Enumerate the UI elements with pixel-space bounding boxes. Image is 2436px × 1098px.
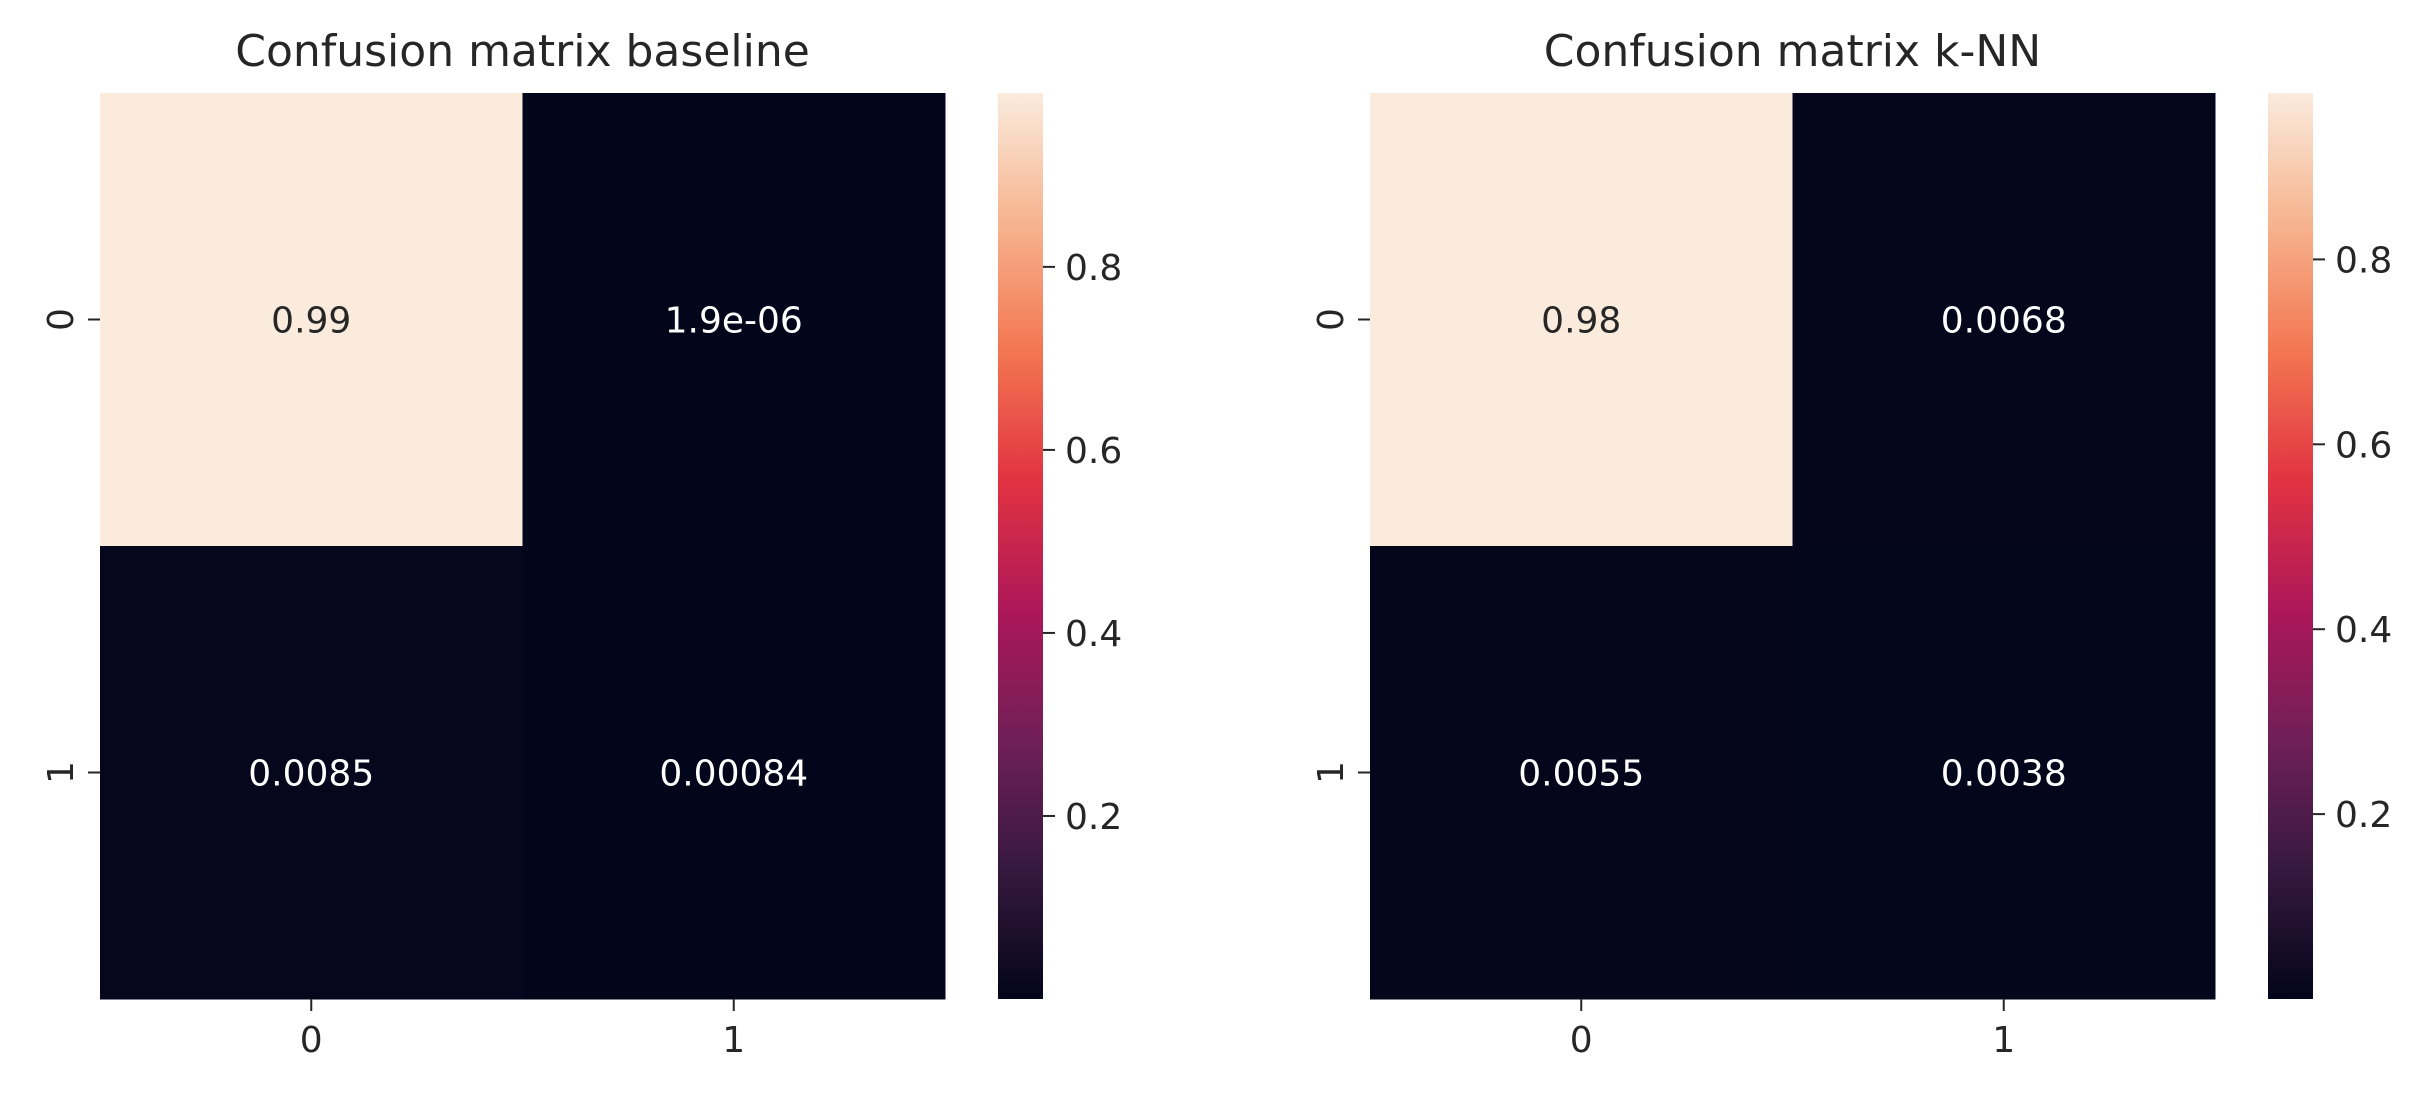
cell-annotation-0-0: 0.99 [271, 301, 351, 342]
colorbar [2268, 93, 2313, 999]
y-tick-label: 1 [41, 761, 82, 784]
colorbar-tick-label: 0.8 [1065, 248, 1122, 289]
heatmap-cell-1-1 [522, 546, 946, 1000]
x-tick-label: 0 [1570, 1020, 1593, 1061]
heatmap-panel-0: Confusion matrix baseline 0.99 1.9e-06 0.00… [41, 26, 1122, 1061]
cell-annotation-0-1: 1.9e-06 [665, 301, 803, 342]
heatmap-cell-0-0 [100, 93, 523, 547]
x-tick-label: 0 [300, 1020, 323, 1061]
heatmap-cell-0-1 [1792, 93, 2216, 547]
cell-annotation-1-1: 0.00084 [659, 754, 808, 795]
heatmap-cell-1-1 [1792, 546, 2216, 1000]
heatmap-cell-0-1 [522, 93, 946, 547]
y-tick-label: 0 [41, 308, 82, 331]
colorbar-tick-label: 0.4 [2335, 610, 2392, 651]
cell-annotation-0-1: 0.0068 [1941, 301, 2067, 342]
cell-annotation-1-0: 0.0085 [248, 754, 374, 795]
colorbar [998, 93, 1043, 999]
cell-annotation-1-0: 0.0055 [1518, 754, 1644, 795]
cell-annotation-0-0: 0.98 [1541, 301, 1621, 342]
chart-title: Confusion matrix baseline [235, 26, 810, 77]
colorbar-tick-label: 0.2 [2335, 795, 2392, 836]
heatmap-cell-1-0 [100, 546, 523, 1000]
heatmap-panel-1: Confusion matrix k-NN 0.98 0.0068 0.0055 0.0… [1311, 26, 2392, 1061]
colorbar-tick-label: 0.6 [1065, 431, 1122, 472]
y-tick-label: 0 [1311, 308, 1352, 331]
x-tick-label: 1 [1992, 1020, 2015, 1061]
colorbar-tick-label: 0.4 [1065, 614, 1122, 655]
x-tick-label: 1 [722, 1020, 745, 1061]
chart-title: Confusion matrix k-NN [1544, 26, 2041, 77]
y-tick-label: 1 [1311, 761, 1352, 784]
cell-annotation-1-1: 0.0038 [1941, 754, 2067, 795]
colorbar-tick-label: 0.2 [1065, 797, 1122, 838]
heatmap-cell-1-0 [1370, 546, 1793, 1000]
colorbar-tick-label: 0.6 [2335, 425, 2392, 466]
colorbar-tick-label: 0.8 [2335, 240, 2392, 281]
heatmap-cell-0-0 [1370, 93, 1793, 547]
